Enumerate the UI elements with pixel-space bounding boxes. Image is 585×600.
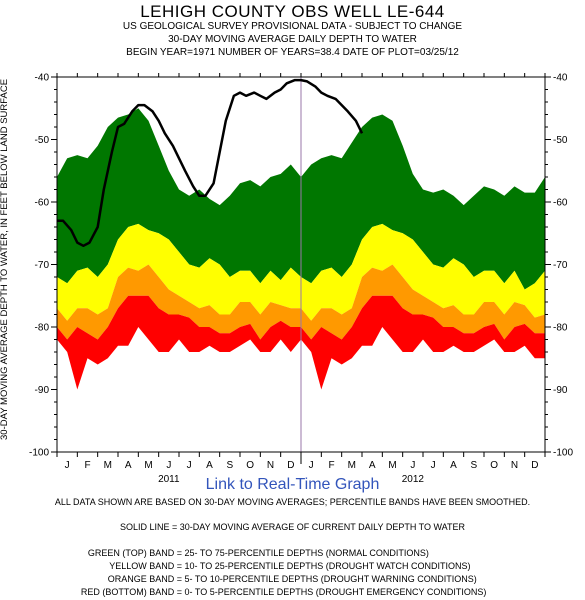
chart-subtitle-3: BEGIN YEAR=1971 NUMBER OF YEARS=38.4 DAT… (126, 47, 459, 58)
chart-title: LEHIGH COUNTY OBS WELL LE-644 (140, 2, 445, 21)
y-tick-label-right: -70 (553, 260, 568, 271)
x-tick-label: J (65, 460, 70, 471)
legend-red-key: RED (BOTTOM) BAND = (80, 587, 182, 597)
x-tick-label: J (187, 460, 192, 471)
x-tick-label: D (287, 460, 294, 471)
chart-subtitle-1: US GEOLOGICAL SURVEY PROVISIONAL DATA - … (122, 21, 463, 32)
x-tick-label: S (226, 460, 233, 471)
x-tick-label: M (144, 460, 152, 471)
x-tick-label: S (470, 460, 477, 471)
legend-green-text: 25- TO 75-PERCENTILE DEPTHS (NORMAL COND… (184, 548, 429, 558)
x-tick-label: J (309, 460, 314, 471)
real-time-graph-link[interactable]: Link to Real-Time Graph (205, 476, 380, 493)
legend-green-key: GREEN (TOP) BAND = (87, 548, 182, 558)
x-tick-label: D (531, 460, 538, 471)
y-tick-label-right: -90 (553, 385, 568, 396)
y-tick-label-right: -50 (553, 135, 568, 146)
x-tick-label: A (206, 460, 213, 471)
x-tick-label: F (84, 460, 90, 471)
y-tick-label-left: -80 (35, 323, 50, 334)
legend-red: RED (BOTTOM) BAND = 0- TO 5-PERCENTILE D… (0, 587, 486, 597)
y-tick-label-left: -90 (35, 385, 50, 396)
x-year-label: 2012 (402, 474, 425, 485)
x-tick-label: A (369, 460, 376, 471)
legend-green: GREEN (TOP) BAND = 25- TO 75-PERCENTILE … (0, 548, 429, 558)
y-tick-label-left: -60 (35, 198, 50, 209)
x-tick-label: O (246, 460, 254, 471)
red-band (57, 295, 545, 390)
y-tick-label-left: -100 (29, 448, 49, 459)
x-tick-label: J (166, 460, 171, 471)
y-tick-label-right: -60 (553, 198, 568, 209)
y-axis-label: 30-DAY MOVING AVERAGE DEPTH TO WATER, IN… (0, 78, 10, 440)
legend-red-text: 0- TO 5-PERCENTILE DEPTHS (DROUGHT EMERG… (184, 587, 487, 597)
x-year-label: 2011 (158, 474, 180, 485)
y-tick-label-right: -80 (553, 323, 568, 334)
x-tick-label: M (104, 460, 112, 471)
legend-yellow-key: YELLOW BAND = (109, 561, 182, 571)
x-tick-label: N (267, 460, 274, 471)
y-tick-label-left: -50 (35, 135, 50, 146)
y-tick-label-left: -40 (35, 73, 50, 84)
legend-yellow-text: 10- TO 25-PERCENTILE DEPTHS (DROUGHT WAT… (184, 561, 471, 571)
x-tick-label: O (490, 460, 498, 471)
legend-yellow: YELLOW BAND = 10- TO 25-PERCENTILE DEPTH… (0, 561, 471, 571)
x-tick-label: J (431, 460, 436, 471)
x-tick-label: A (450, 460, 457, 471)
y-tick-label-right: -40 (553, 73, 568, 84)
y-tick-label-right: -100 (553, 448, 573, 459)
y-tick-label-left: -70 (35, 260, 50, 271)
x-tick-label: M (348, 460, 356, 471)
current-depth-line (57, 78, 364, 248)
note-solid-line: SOLID LINE = 30-DAY MOVING AVERAGE OF CU… (120, 522, 465, 532)
x-tick-label: M (388, 460, 396, 471)
legend-orange-key: ORANGE BAND = (107, 574, 182, 584)
x-tick-label: N (511, 460, 518, 471)
legend-orange: ORANGE BAND = 5- TO 10-PERCENTILE DEPTHS… (0, 574, 477, 584)
note-smoothing: ALL DATA SHOWN ARE BASED ON 30-DAY MOVIN… (54, 497, 531, 507)
x-tick-label: F (328, 460, 334, 471)
x-tick-label: J (410, 460, 415, 471)
x-tick-label: A (125, 460, 132, 471)
legend-orange-text: 5- TO 10-PERCENTILE DEPTHS (DROUGHT WARN… (184, 574, 477, 584)
chart-subtitle-2: 30-DAY MOVING AVERAGE DAILY DEPTH TO WAT… (168, 34, 417, 45)
